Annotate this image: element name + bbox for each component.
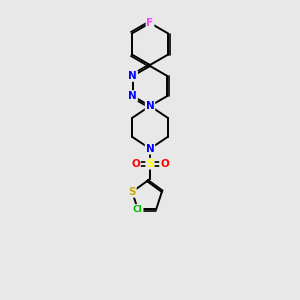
Text: N: N [146, 101, 154, 111]
Text: N: N [128, 71, 137, 81]
Text: S: S [128, 187, 136, 197]
Text: N: N [146, 144, 154, 154]
Text: Cl: Cl [133, 205, 143, 214]
Text: O: O [131, 159, 140, 169]
Text: S: S [146, 159, 154, 169]
Text: F: F [146, 18, 154, 28]
Text: O: O [160, 159, 169, 169]
Text: N: N [128, 91, 137, 101]
